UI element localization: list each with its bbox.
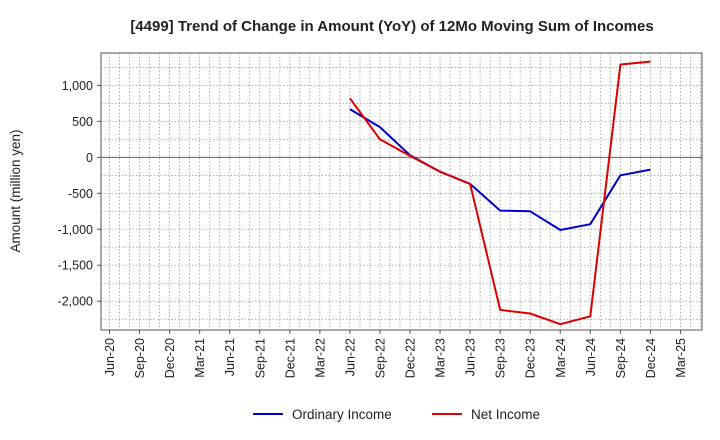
- series: [349, 60, 651, 326]
- grid: [101, 53, 702, 330]
- y-axis-label: Amount (million yen): [8, 129, 23, 252]
- x-tick-label: Mar-25: [674, 338, 688, 378]
- x-tick-label: Mar-24: [554, 338, 568, 378]
- x-tick-label: Mar-23: [434, 338, 448, 378]
- x-tick-label: Jun-23: [464, 338, 478, 376]
- x-tick-label: Mar-22: [313, 338, 327, 378]
- y-tick-label: 0: [86, 151, 93, 165]
- x-tick-label: Sep-21: [253, 338, 267, 378]
- chart-title: [4499] Trend of Change in Amount (YoY) o…: [130, 18, 653, 35]
- x-tick-label: Sep-23: [494, 338, 508, 378]
- legend-label-ordinary-income: Ordinary Income: [292, 407, 392, 422]
- x-tick-label: Jun-22: [343, 338, 357, 376]
- y-tick-label: 500: [72, 115, 93, 129]
- y-tick-label: 1,000: [62, 79, 93, 93]
- series-line-ordinary-income: [349, 108, 651, 231]
- x-axis-ticks: Jun-20 Sep-20 Dec-20 Mar-21 Jun-21 Sep-21 Dec-…: [103, 330, 688, 378]
- x-tick-label: Sep-24: [614, 338, 628, 378]
- x-tick-label: Jun-21: [223, 338, 237, 376]
- x-tick-label: Mar-21: [193, 338, 207, 378]
- x-tick-label: Dec-21: [283, 338, 297, 378]
- x-tick-label: Dec-23: [524, 338, 538, 378]
- y-tick-label: -1,500: [58, 259, 93, 273]
- legend: Ordinary Income Net Income: [253, 407, 540, 422]
- series-line-net-income: [349, 60, 651, 326]
- x-tick-label: Sep-22: [373, 338, 387, 378]
- x-tick-label: Jun-24: [584, 338, 598, 376]
- y-axis-ticks: 1,000 500 0 -500 -1,000 -1,500 -2,000: [58, 79, 101, 309]
- y-tick-label: -500: [68, 187, 93, 201]
- x-tick-label: Jun-20: [103, 338, 117, 376]
- plot-area-frame: [100, 52, 703, 331]
- x-tick-label: Dec-22: [404, 338, 418, 378]
- legend-label-net-income: Net Income: [471, 407, 540, 422]
- y-tick-label: -1,000: [58, 223, 93, 237]
- x-tick-label: Dec-24: [644, 338, 658, 378]
- x-tick-label: Sep-20: [133, 338, 147, 378]
- x-tick-label: Dec-20: [163, 338, 177, 378]
- y-tick-label: -2,000: [58, 295, 93, 309]
